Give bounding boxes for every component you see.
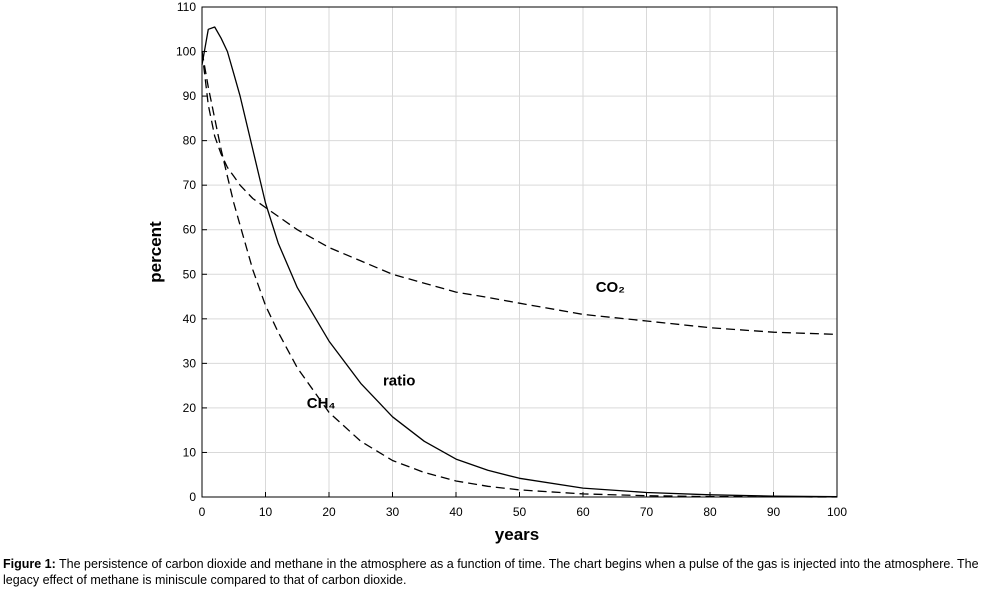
y-tick-label: 0 <box>189 490 196 504</box>
y-tick-label: 90 <box>183 89 197 103</box>
caption-text: The persistence of carbon dioxide and me… <box>3 557 979 587</box>
y-tick-label: 70 <box>183 178 197 192</box>
x-axis-label: years <box>495 525 539 544</box>
y-tick-label: 100 <box>176 45 196 59</box>
plot-frame <box>201 6 838 498</box>
x-tick-label: 100 <box>827 505 847 519</box>
series-label: ratio <box>383 373 416 390</box>
y-tick-label: 110 <box>177 0 196 14</box>
series-line <box>201 51 838 336</box>
x-tick-label: 70 <box>640 505 654 519</box>
y-axis-label: percent <box>146 221 165 283</box>
x-tick-label: 60 <box>576 505 590 519</box>
y-tick-label: 60 <box>183 223 197 237</box>
x-tick-label: 10 <box>259 505 273 519</box>
x-tick-label: 40 <box>449 505 463 519</box>
y-tick-label: 20 <box>183 401 197 415</box>
chart: years percent 0 10 20 30 40 50 60 70 80 90 100 110 0… <box>146 0 847 544</box>
x-tick-label: 20 <box>322 505 336 519</box>
series-line <box>201 51 838 498</box>
caption: Figure 1: The persistence of carbon diox… <box>3 556 997 588</box>
series-label: CO₂ <box>596 279 625 296</box>
series-label: CH₄ <box>307 395 336 412</box>
y-tick-label: 50 <box>183 267 197 281</box>
caption-label: Figure 1: <box>3 557 56 571</box>
y-tick-label: 80 <box>183 134 197 148</box>
x-tick-label: 50 <box>513 505 527 519</box>
x-tick-label: 80 <box>703 505 717 519</box>
x-tick-label: 30 <box>386 505 400 519</box>
y-tick-label: 30 <box>183 356 197 370</box>
x-tick-label: 0 <box>199 505 206 519</box>
x-tick-label: 90 <box>767 505 781 519</box>
y-tick-label: 40 <box>183 312 197 326</box>
y-tick-label: 10 <box>183 445 197 459</box>
series-line <box>201 26 838 498</box>
